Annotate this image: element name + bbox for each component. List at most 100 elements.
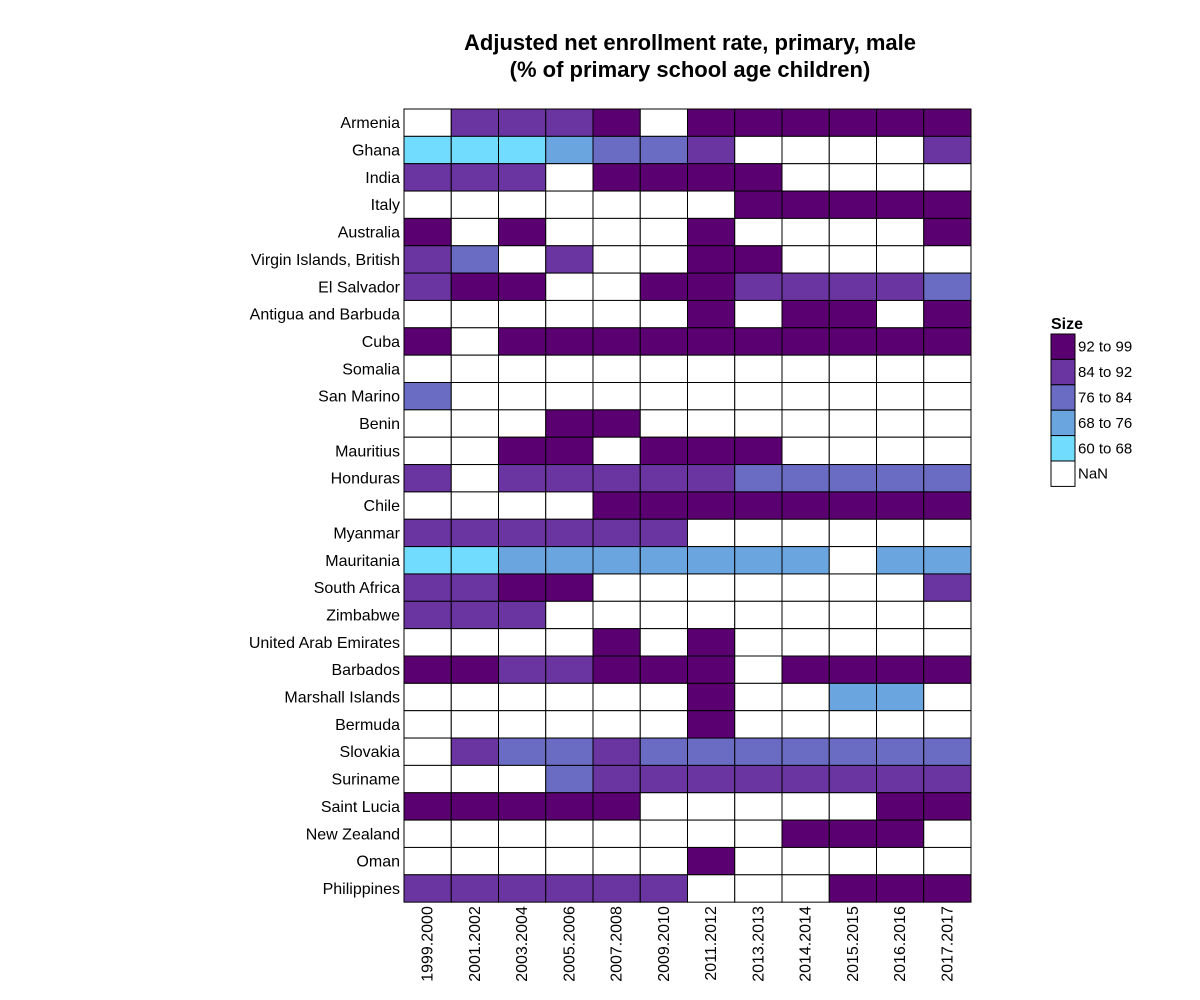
heatmap-cell	[923, 163, 972, 192]
row-label: Antigua and Barbuda	[250, 307, 400, 324]
heatmap-cell	[450, 190, 499, 219]
heatmap-cell	[828, 108, 877, 137]
heatmap-cell	[403, 491, 452, 520]
heatmap-cell	[639, 163, 688, 192]
heatmap-cell	[734, 710, 783, 739]
heatmap-cell	[923, 217, 972, 247]
heatmap-cell	[450, 792, 499, 821]
heatmap-cell	[828, 382, 877, 411]
heatmap-cell	[828, 245, 877, 274]
heatmap-cell	[687, 382, 736, 411]
heatmap-cell	[545, 710, 594, 739]
heatmap-cell	[403, 409, 452, 438]
heatmap-cell	[639, 299, 688, 329]
heatmap-cell	[828, 819, 877, 848]
heatmap-cell	[450, 354, 499, 383]
heatmap-cell	[498, 682, 547, 712]
heatmap-cell	[876, 299, 925, 329]
heatmap-cell	[687, 737, 736, 766]
heatmap-cell	[923, 846, 972, 876]
heatmap-cell	[450, 682, 499, 712]
heatmap-cell	[498, 874, 547, 903]
legend-swatch	[1050, 333, 1076, 360]
heatmap-cell	[687, 573, 736, 602]
row-label: Mauritania	[325, 553, 400, 570]
heatmap-cell	[498, 245, 547, 274]
heatmap-cell	[639, 792, 688, 821]
heatmap-cell	[687, 409, 736, 438]
heatmap-cell	[828, 272, 877, 301]
heatmap-cell	[403, 163, 452, 192]
heatmap-cell	[876, 327, 925, 356]
heatmap-cell	[639, 272, 688, 301]
heatmap-cell	[450, 436, 499, 466]
heatmap-cell	[923, 382, 972, 411]
heatmap-cell	[403, 573, 452, 602]
heatmap-cell	[828, 546, 877, 575]
heatmap-cell	[781, 792, 830, 821]
heatmap-cell	[639, 190, 688, 219]
heatmap-cell	[828, 491, 877, 520]
heatmap-cell	[498, 491, 547, 520]
heatmap-cell	[828, 628, 877, 657]
heatmap-cell	[828, 682, 877, 712]
heatmap-cell	[403, 682, 452, 712]
heatmap-cell	[781, 354, 830, 383]
row-label: Zimbabwe	[326, 607, 400, 624]
chart-title-line-1: Adjusted net enrollment rate, primary, m…	[464, 30, 916, 55]
heatmap-cell	[828, 409, 877, 438]
row-label: Chile	[364, 498, 401, 515]
heatmap-cell	[403, 710, 452, 739]
heatmap-cell	[639, 354, 688, 383]
heatmap-cell	[498, 190, 547, 219]
heatmap-cell	[734, 518, 783, 548]
heatmap-cell	[781, 710, 830, 739]
heatmap-cell	[781, 245, 830, 274]
heatmap-cell	[734, 628, 783, 657]
heatmap-cell	[498, 737, 547, 766]
heatmap-cell	[876, 135, 925, 165]
heatmap-cell	[545, 682, 594, 712]
heatmap-cell	[828, 600, 877, 630]
heatmap-cell	[923, 874, 972, 903]
heatmap-cell	[450, 573, 499, 602]
column-label: 2013.2013	[750, 906, 767, 982]
heatmap-cell	[734, 573, 783, 602]
heatmap-cell	[734, 737, 783, 766]
heatmap-cell	[403, 299, 452, 329]
heatmap-cell	[403, 436, 452, 466]
heatmap-cell	[545, 518, 594, 548]
heatmap-cell	[876, 874, 925, 903]
heatmap-cell	[545, 272, 594, 301]
heatmap-cell	[923, 655, 972, 684]
heatmap-cell	[592, 764, 641, 794]
heatmap-cell	[781, 464, 830, 493]
heatmap-cell	[923, 764, 972, 794]
heatmap-cell	[923, 190, 972, 219]
heatmap-cell	[876, 272, 925, 301]
heatmap-cell	[592, 217, 641, 247]
heatmap-cell	[450, 108, 499, 137]
heatmap-cell	[687, 299, 736, 329]
heatmap-cell	[687, 846, 736, 876]
heatmap-cell	[450, 327, 499, 356]
heatmap-cell	[923, 272, 972, 301]
heatmap-cell	[828, 327, 877, 356]
heatmap-cell	[639, 108, 688, 137]
heatmap-cell	[450, 600, 499, 630]
heatmap-cell	[734, 874, 783, 903]
heatmap-cell	[639, 655, 688, 684]
legend: Size 92 to 99 84 to 92 76 to 84 68 to 76 60 …	[1050, 316, 1132, 487]
heatmap-cell	[734, 682, 783, 712]
row-label: Ghana	[352, 143, 400, 160]
heatmap-cell	[781, 491, 830, 520]
legend-label: 60 to 68	[1078, 440, 1132, 457]
heatmap-cell	[403, 518, 452, 548]
heatmap-cell	[734, 299, 783, 329]
heatmap-cell	[734, 600, 783, 630]
heatmap-cell	[639, 682, 688, 712]
heatmap-cell	[923, 737, 972, 766]
heatmap-cell	[687, 163, 736, 192]
heatmap-cell	[639, 819, 688, 848]
heatmap-cell	[876, 436, 925, 466]
